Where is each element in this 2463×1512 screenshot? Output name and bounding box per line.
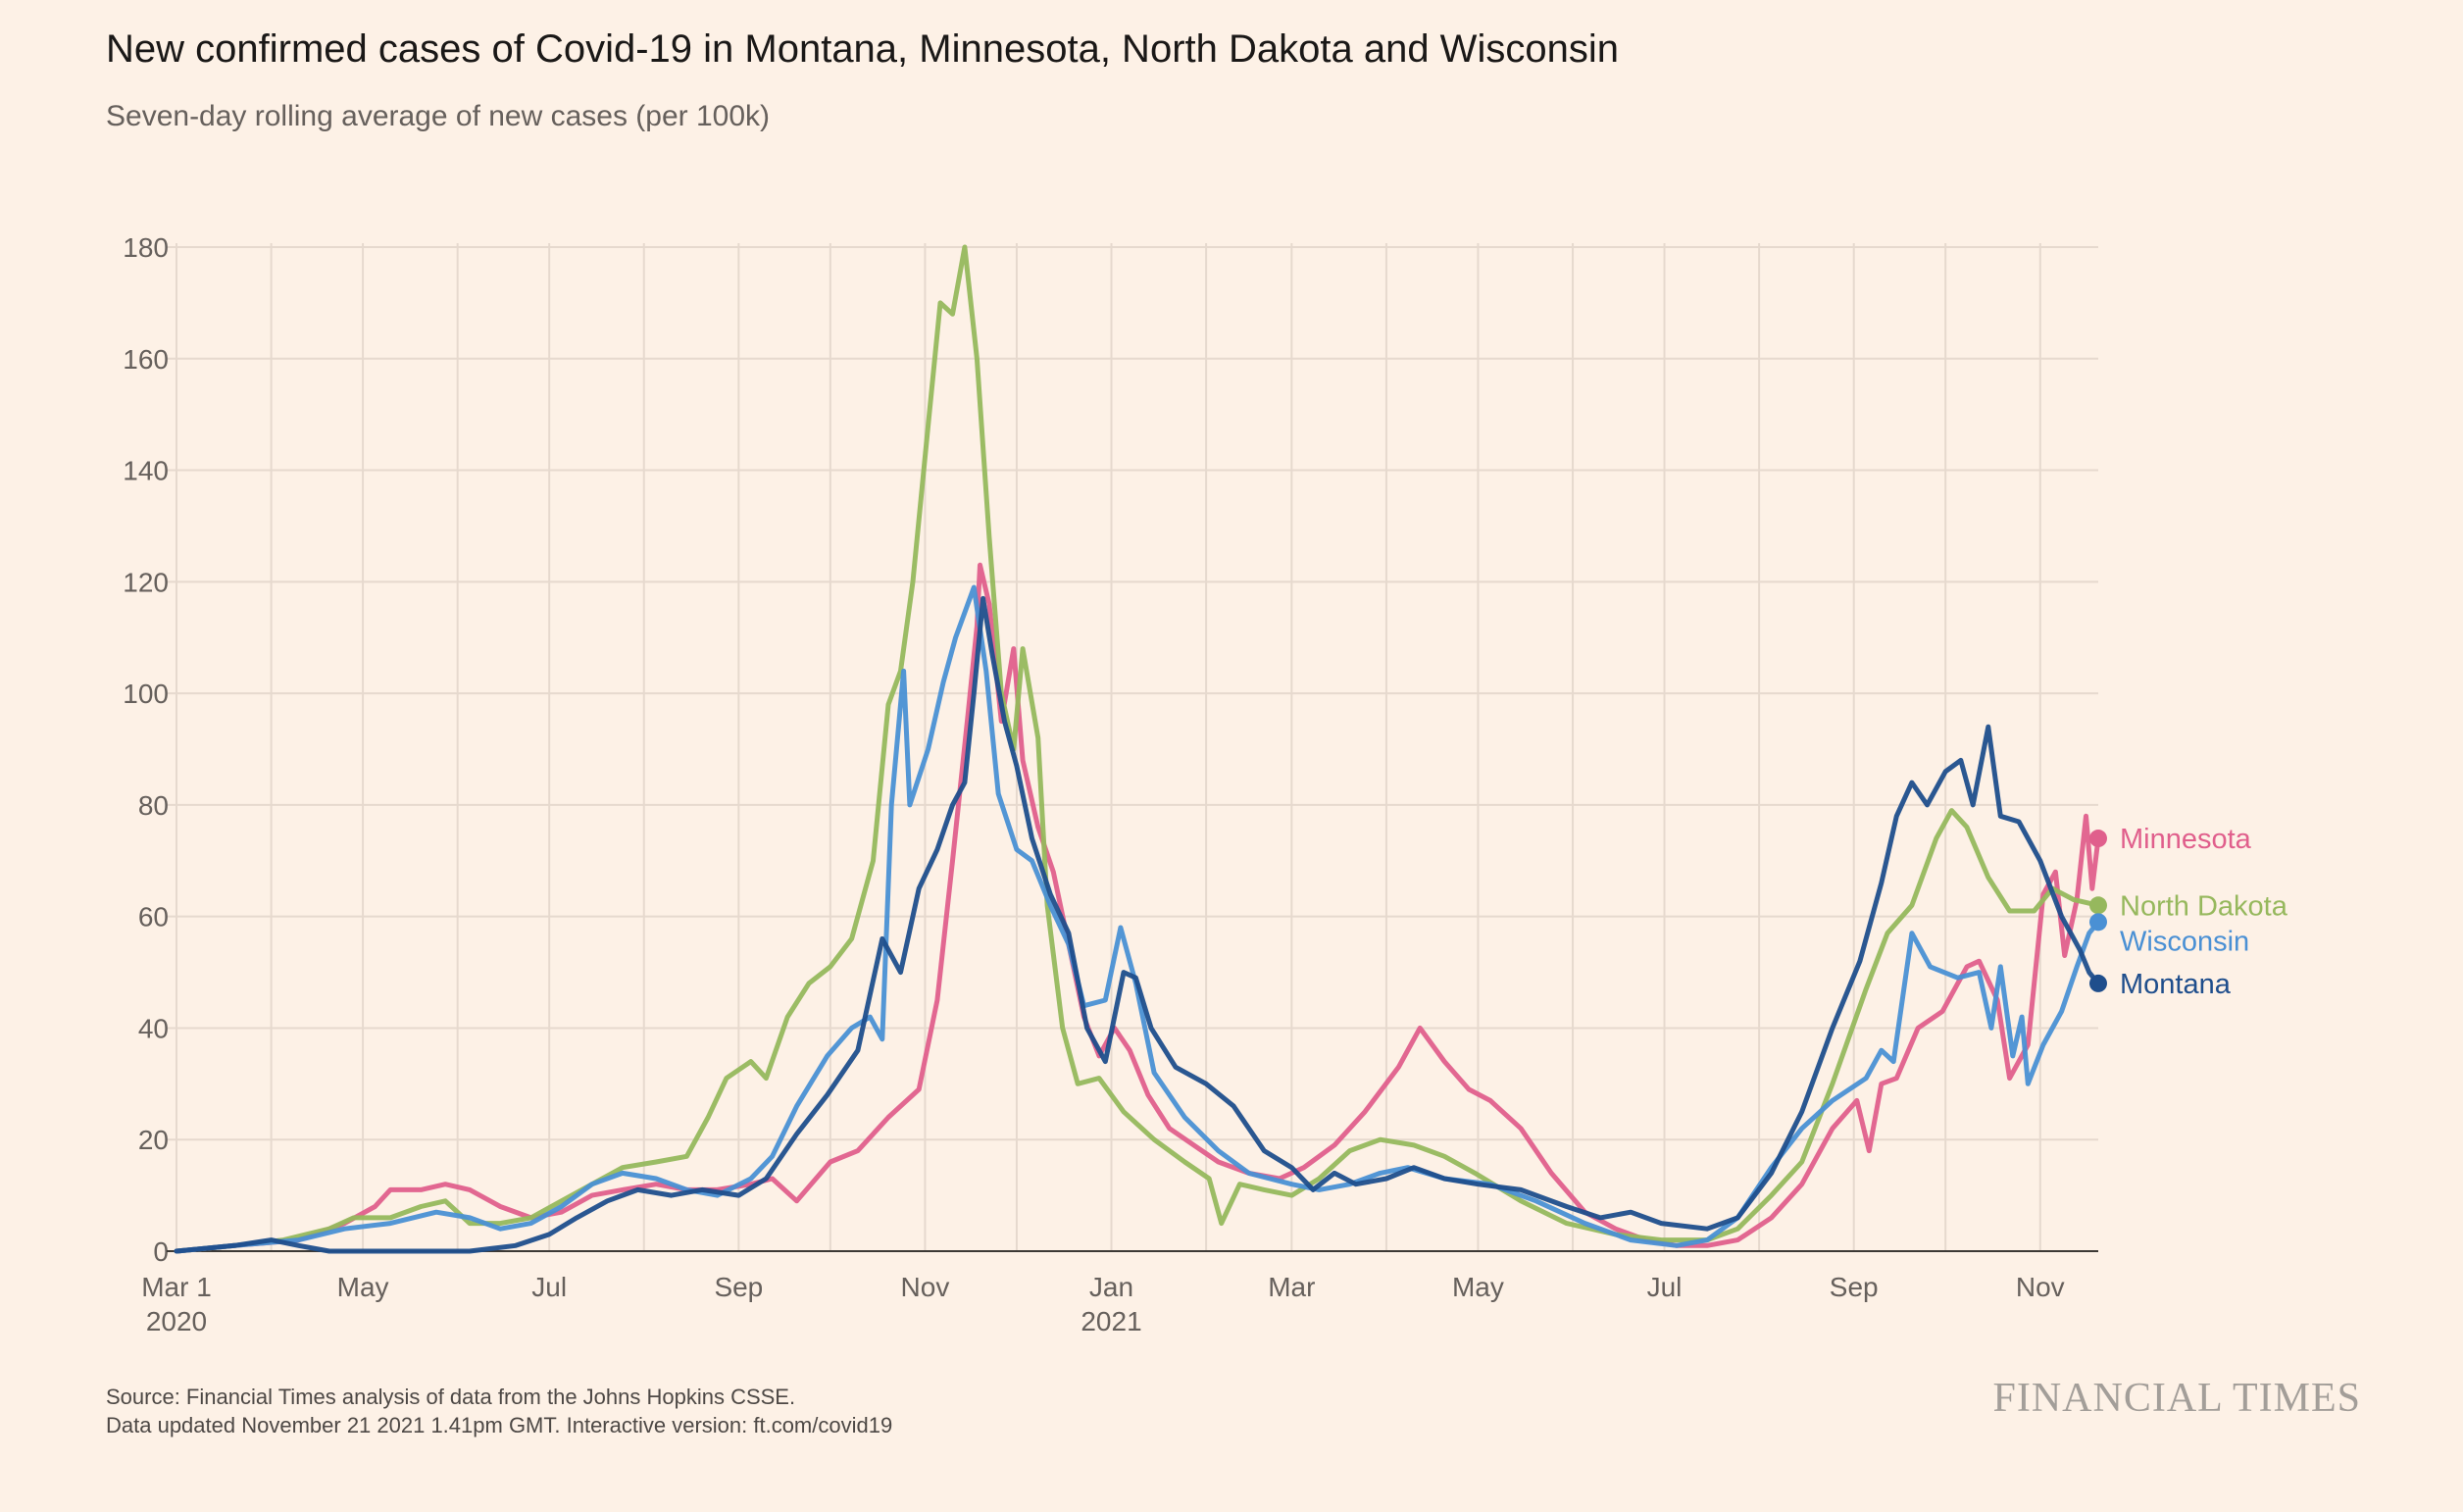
x-tick-label: Jul	[531, 1272, 567, 1302]
series-line-minnesota	[174, 562, 2101, 1254]
legend: Minnesota North Dakota Wisconsin Montana	[2120, 824, 2288, 1000]
series-end-dot	[2089, 896, 2107, 915]
series-end-dot	[2089, 830, 2107, 848]
series-end-dot	[2089, 913, 2107, 932]
financial-times-logo: FINANCIAL TIMES	[1992, 1376, 2361, 1421]
series-line-wisconsin	[174, 584, 2101, 1254]
x-tick-label: Jan	[1089, 1272, 1133, 1302]
series-line-montana	[174, 595, 2101, 1254]
x-tick-year-label: 2020	[146, 1306, 207, 1336]
grid-lines	[167, 243, 2098, 1251]
x-tick-label: Nov	[2016, 1272, 2065, 1302]
x-tick-label: May	[1452, 1272, 1504, 1302]
update-note: Data updated November 21 2021 1.41pm GMT…	[106, 1413, 893, 1437]
x-tick-label: Jul	[1647, 1272, 1683, 1302]
x-tick-label: Mar	[1268, 1272, 1315, 1302]
y-tick-label: 120	[123, 567, 169, 597]
series-end-dot	[2089, 974, 2107, 992]
y-tick-label: 140	[123, 456, 169, 486]
source-note: Source: Financial Times analysis of data…	[106, 1385, 796, 1409]
legend-label-north-dakota: North Dakota	[2120, 890, 2288, 922]
chart-footer: Source: Financial Times analysis of data…	[106, 1383, 892, 1439]
y-tick-label: 100	[123, 679, 169, 709]
x-tick-label: Sep	[1830, 1272, 1879, 1302]
chart-subtitle: Seven-day rolling average of new cases (…	[106, 100, 771, 132]
legend-label-montana: Montana	[2120, 969, 2232, 1000]
x-tick-label: Mar 1	[141, 1272, 212, 1302]
y-tick-label: 40	[138, 1013, 169, 1043]
y-tick-label: 180	[123, 232, 169, 263]
x-tick-year-label: 2021	[1081, 1306, 1141, 1336]
y-tick-label: 0	[153, 1236, 169, 1267]
x-tick-label: Nov	[901, 1272, 950, 1302]
y-tick-label: 60	[138, 902, 169, 932]
legend-label-minnesota: Minnesota	[2120, 824, 2252, 855]
y-tick-label: 20	[138, 1125, 169, 1155]
series-line-north-dakota	[174, 244, 2101, 1254]
chart-title: New confirmed cases of Covid-19 in Monta…	[106, 27, 1619, 71]
y-tick-label: 160	[123, 344, 169, 375]
y-tick-label: 80	[138, 790, 169, 821]
series-lines	[174, 244, 2107, 1254]
legend-label-wisconsin: Wisconsin	[2120, 926, 2249, 957]
x-tick-label: May	[337, 1272, 389, 1302]
x-tick-label: Sep	[714, 1272, 763, 1302]
